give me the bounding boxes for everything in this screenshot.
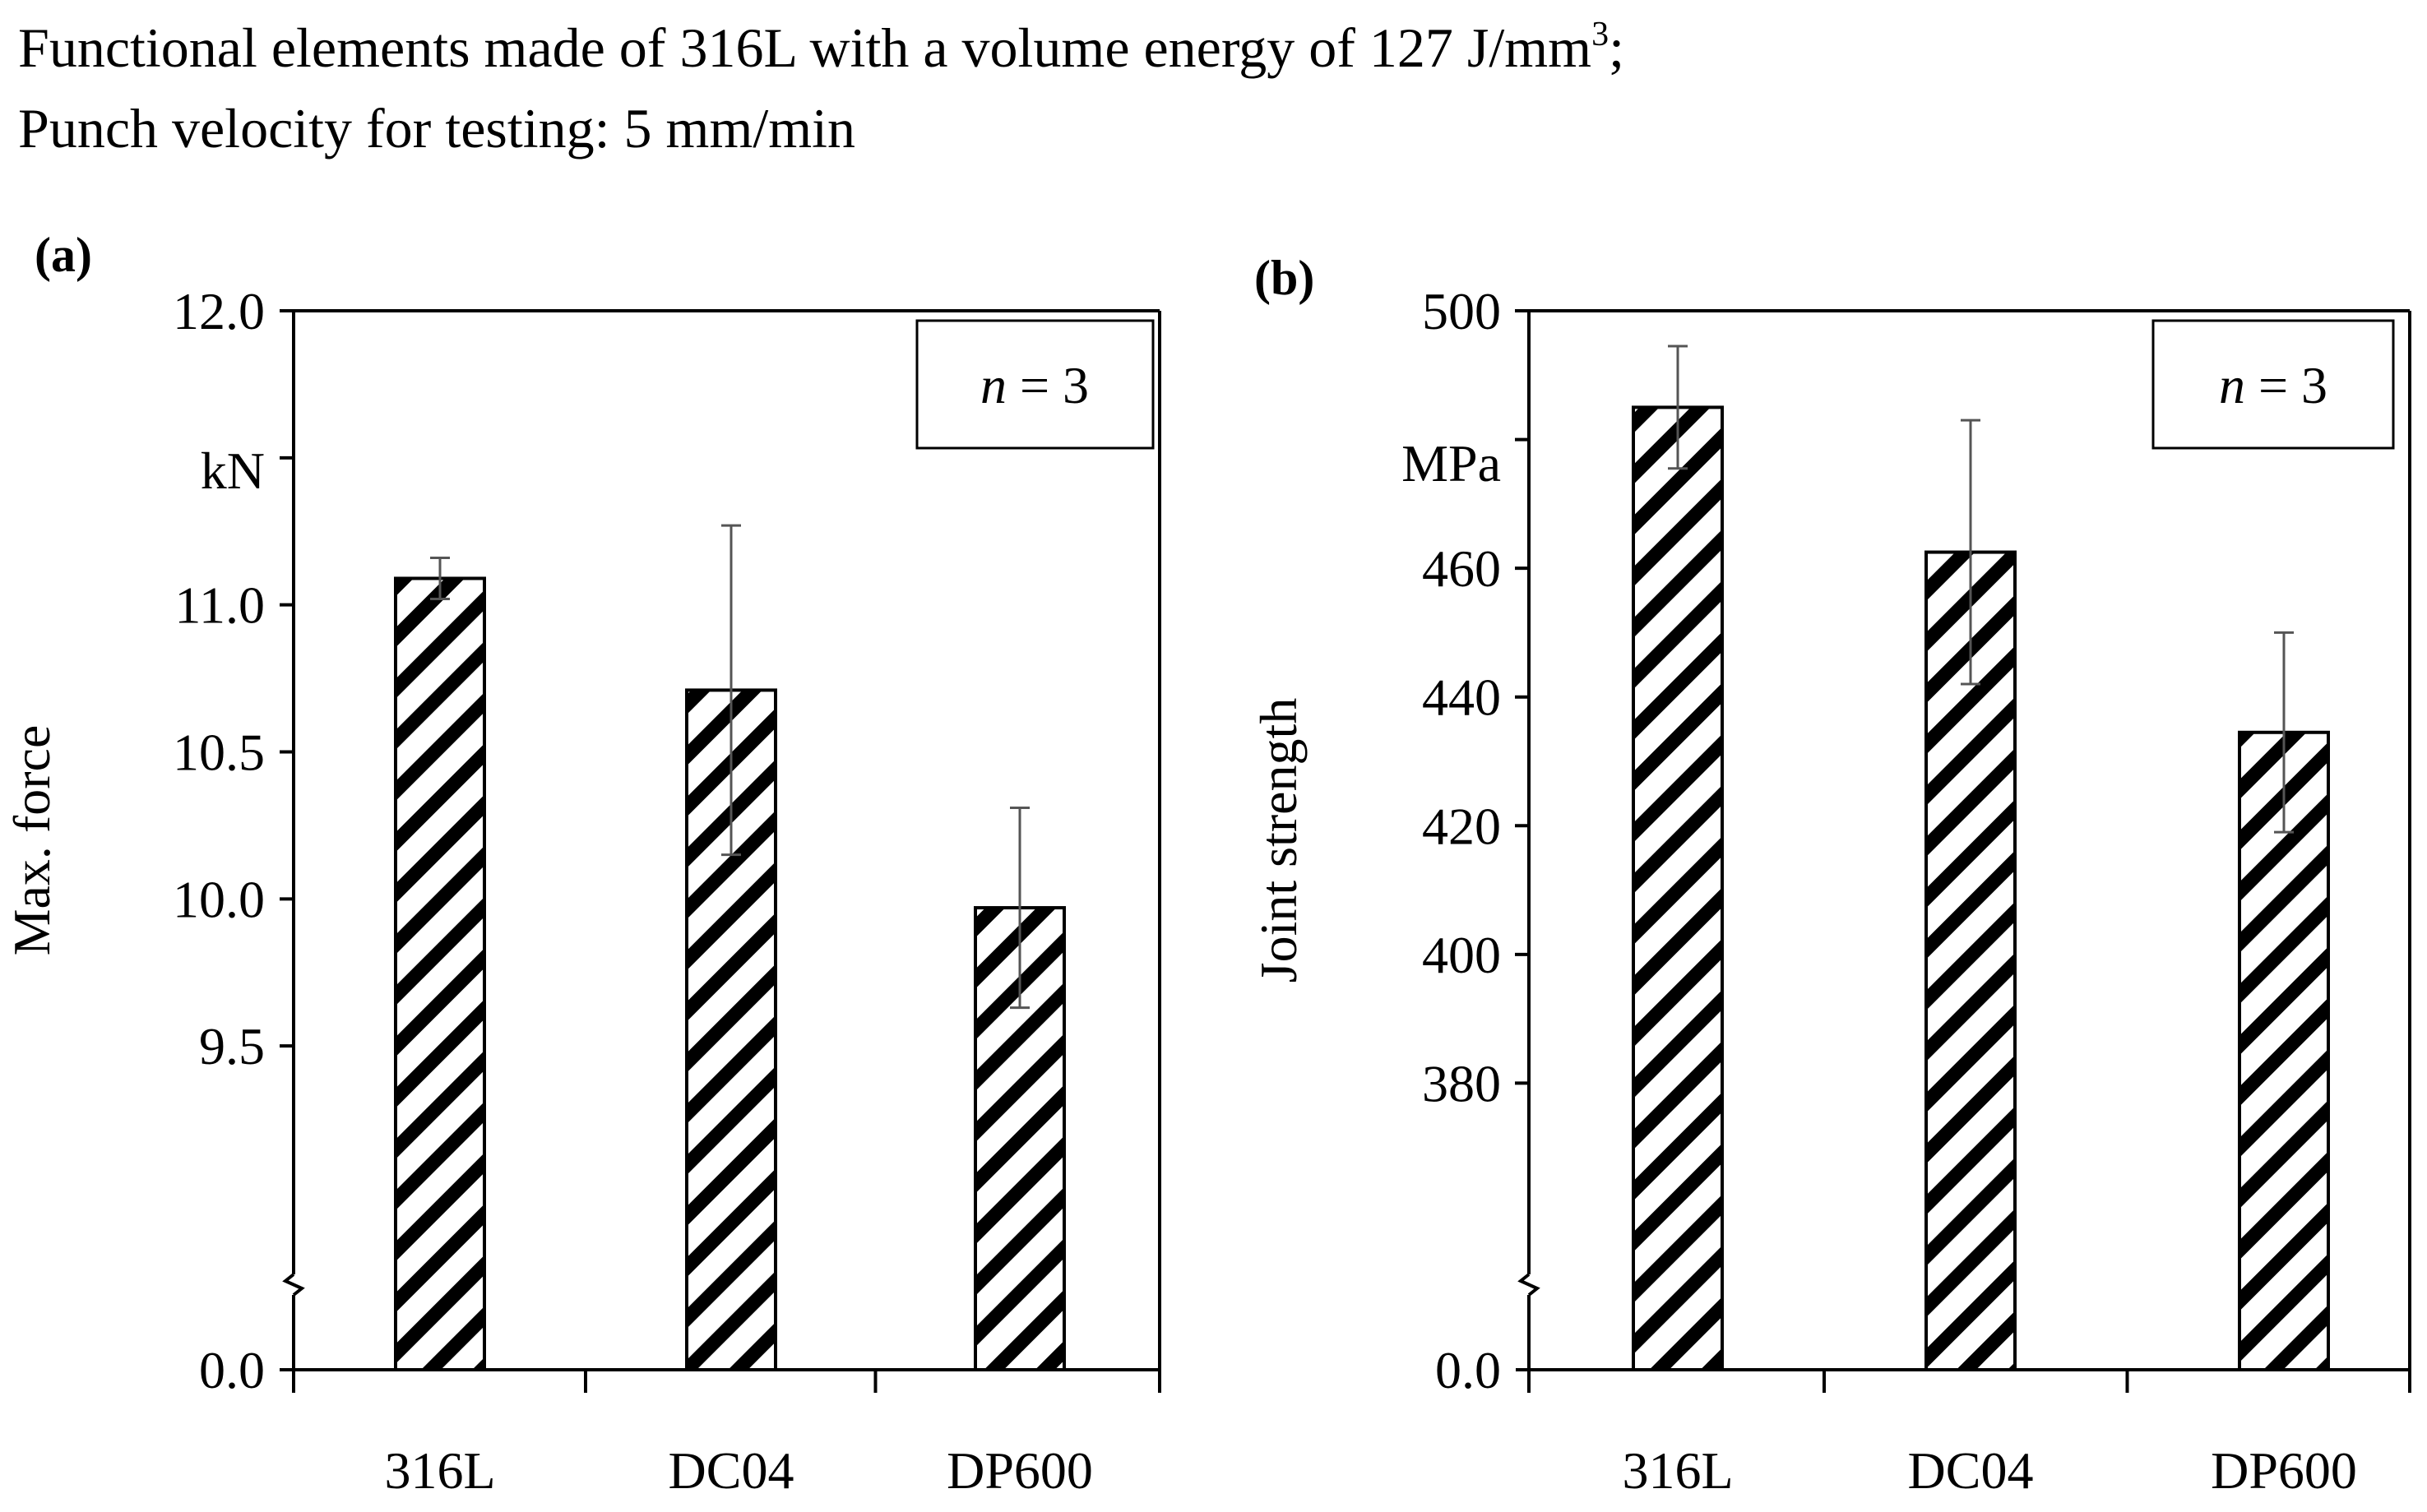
annotation-box-b [2151, 319, 2395, 450]
axis-break-a [282, 1273, 305, 1297]
panel-label-a: (a) [35, 228, 92, 282]
y-tick-label-b-1: 400 [1422, 926, 1501, 984]
y-axis-title-a: Max. force [2, 725, 61, 956]
bar-a-316L [394, 576, 486, 1371]
x-tick-label-a-316L: 316L [384, 1441, 495, 1500]
y-tick-label-b-4: 460 [1422, 539, 1501, 598]
panel-label-b: (b) [1254, 251, 1314, 305]
y-unit-label-a: kN [201, 442, 265, 500]
annotation-value-a: = 3 [1007, 356, 1089, 414]
y-unit-label-b: MPa [1401, 434, 1501, 492]
x-tick-label-b-DC04: DC04 [1908, 1441, 2034, 1500]
bar-b-DC04 [1924, 550, 2017, 1371]
chart-panel-a: 9.5 10.0 10.5 11.0 12.0 kN 0.0 316L DC04 DP600 Max… [2, 228, 1161, 1500]
x-tick-label-b-DP600: DP600 [2211, 1441, 2357, 1500]
chart-title-line-2: Punch velocity for testing: 5 mm/min [18, 97, 856, 160]
y-zero-label-b: 0.0 [1435, 1341, 1501, 1399]
bar-b-316L [1632, 405, 1724, 1371]
title-line-1-text: Functional elements made of 316L with a … [18, 16, 1592, 79]
chart-title-line-1: Functional elements made of 316L with a … [18, 17, 1624, 76]
annotation-n-b: n [2219, 356, 2245, 414]
y-tick-label-b-5: 500 [1422, 282, 1501, 340]
y-axis-title-b: Joint strength [1249, 698, 1308, 983]
title-line-1-suffix: ; [1609, 16, 1624, 79]
y-tick-label-a-0: 9.5 [199, 1017, 265, 1075]
y-tick-label-b-2: 420 [1422, 797, 1501, 855]
y-tick-label-a-3: 11.0 [174, 576, 265, 635]
x-tick-label-a-DP600: DP600 [947, 1441, 1093, 1500]
annotation-text-b: n = 3 [2219, 356, 2327, 414]
title-superscript: 3 [1591, 16, 1610, 53]
y-tick-label-a-1: 10.0 [173, 870, 265, 928]
annotation-value-b: = 3 [2245, 356, 2327, 414]
annotation-box-a [915, 319, 1155, 450]
x-tick-label-a-DC04: DC04 [669, 1441, 794, 1500]
y-tick-label-b-0: 380 [1422, 1054, 1501, 1112]
annotation-n-a: n [980, 356, 1007, 414]
y-tick-label-a-2: 10.5 [173, 724, 265, 782]
annotation-text-a: n = 3 [980, 356, 1089, 414]
y-tick-label-a-4: 12.0 [173, 282, 265, 340]
bar-b-DP600 [2238, 730, 2330, 1371]
y-tick-label-b-3: 440 [1422, 668, 1501, 727]
x-tick-label-b-316L: 316L [1622, 1441, 1733, 1500]
axis-break-b [1517, 1273, 1540, 1297]
chart-panel-b: 380 400 420 440 460 500 MPa 0.0 316L DC04 DP600 Joi… [1249, 251, 2411, 1500]
y-zero-label-a: 0.0 [199, 1341, 265, 1399]
